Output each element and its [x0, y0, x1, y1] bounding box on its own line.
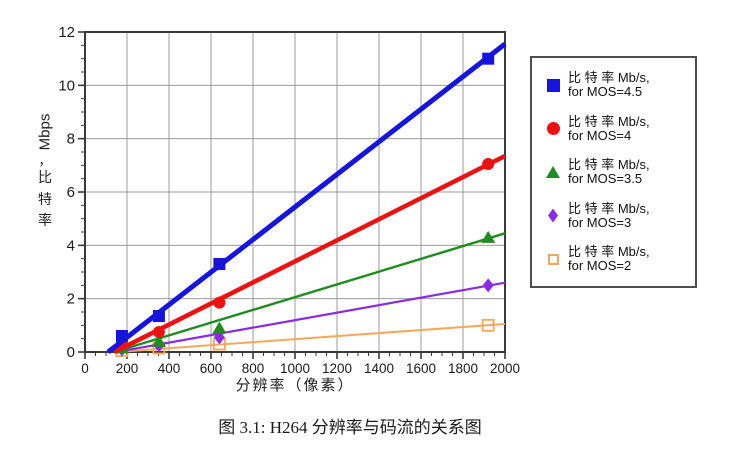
- legend-open-square-icon: [547, 253, 559, 265]
- trend-line: [113, 153, 507, 355]
- legend-entry-mos-3: 比 特 率 Mb/s, for MOS=3: [538, 200, 691, 230]
- x-tick-label: 1800: [448, 361, 478, 376]
- y-tick-label: 8: [67, 131, 75, 148]
- figure-caption: 图 3.1: H264 分辨率与码流的关系图: [218, 418, 482, 437]
- x-tick-label: 600: [200, 361, 223, 376]
- legend-label-line1: 比 特 率 Mb/s,: [568, 157, 650, 172]
- legend-label-line2: for MOS=4: [568, 127, 632, 143]
- x-tick-label: 1600: [406, 361, 436, 376]
- legend-square-icon: [546, 78, 560, 92]
- x-tick-label: 1000: [280, 361, 310, 376]
- legend-circle-icon: [546, 122, 560, 135]
- legend-entry-mos-4: 比 特 率 Mb/s, for MOS=4: [538, 113, 691, 143]
- legend-label-line2: for MOS=2: [568, 258, 632, 273]
- x-tick-label: 2000: [490, 361, 520, 376]
- legend-entry-mos-4-5: 比 特 率 Mb/s, for MOS=4.5: [538, 71, 691, 99]
- data-point-triangle: [212, 321, 227, 334]
- data-point-triangle: [151, 334, 166, 347]
- legend-entry-mos-3-5: 比 特 率 Mb/s, for MOS=3.5: [538, 158, 691, 186]
- chart-canvas: 0 200 400 600 800 1000 1200 1400 1600 1800 2000 0 2 4…: [58, 24, 520, 376]
- y-tick-label: 12: [58, 24, 75, 41]
- y-tick-label: 4: [67, 237, 75, 254]
- data-point-circle: [152, 326, 165, 338]
- data-point-square: [213, 258, 226, 270]
- y-tick-label: 10: [58, 77, 75, 94]
- legend-label-line2: for MOS=3.5: [568, 171, 643, 186]
- data-point-circle: [213, 296, 226, 309]
- data-point-diamond: [213, 330, 225, 345]
- data-point-square: [152, 310, 165, 322]
- x-tick-label: 1200: [322, 361, 352, 376]
- y-axis-unit-label: Mbps: [36, 113, 54, 151]
- data-point-square: [482, 52, 495, 65]
- y-tick-label: 2: [67, 291, 75, 308]
- y-axis-title-comma: ，: [38, 153, 52, 168]
- trend-line: [114, 232, 506, 354]
- x-tick-label: 800: [242, 361, 265, 376]
- x-tick-label: 1400: [364, 361, 394, 376]
- legend-label-line2: for MOS=3: [568, 214, 632, 230]
- data-point-circle: [482, 158, 495, 170]
- x-tick-label: 200: [116, 361, 139, 376]
- y-axis-title: Mbps ， 比特率: [30, 108, 60, 233]
- legend-label-line1: 比 特 率 Mb/s,: [568, 113, 650, 129]
- y-tick-label: 6: [67, 184, 75, 201]
- data-point-open-square: [481, 318, 495, 332]
- trend-line: [116, 323, 506, 353]
- x-axis-title: 分辨率（像素）: [235, 378, 355, 394]
- y-tick-label: 0: [67, 344, 75, 361]
- legend-entry-mos-2: 比 特 率 Mb/s, for MOS=2: [538, 245, 691, 273]
- x-tick-label: 400: [158, 361, 181, 376]
- trend-line: [116, 281, 506, 354]
- legend-label-line1: 比 特 率 Mb/s,: [568, 200, 650, 216]
- legend-label-line2: for MOS=4.5: [568, 84, 643, 99]
- trend-line: [106, 42, 507, 354]
- legend-diamond-icon: [548, 208, 558, 223]
- y-axis-title-cjk: 比特率: [38, 171, 52, 230]
- legend-label-line1: 比 特 率 Mb/s,: [568, 244, 650, 259]
- legend-label-line1: 比 特 率 Mb/s,: [568, 70, 650, 85]
- legend-box: 比 特 率 Mb/s, for MOS=4.5 比 特 率 Mb/s, for …: [530, 56, 697, 288]
- data-point-diamond: [482, 278, 494, 293]
- x-tick-label: 0: [81, 361, 89, 376]
- legend-triangle-icon: [546, 166, 560, 178]
- data-point-triangle: [481, 230, 496, 243]
- plot-border: [84, 31, 506, 353]
- data-point-square: [115, 330, 128, 342]
